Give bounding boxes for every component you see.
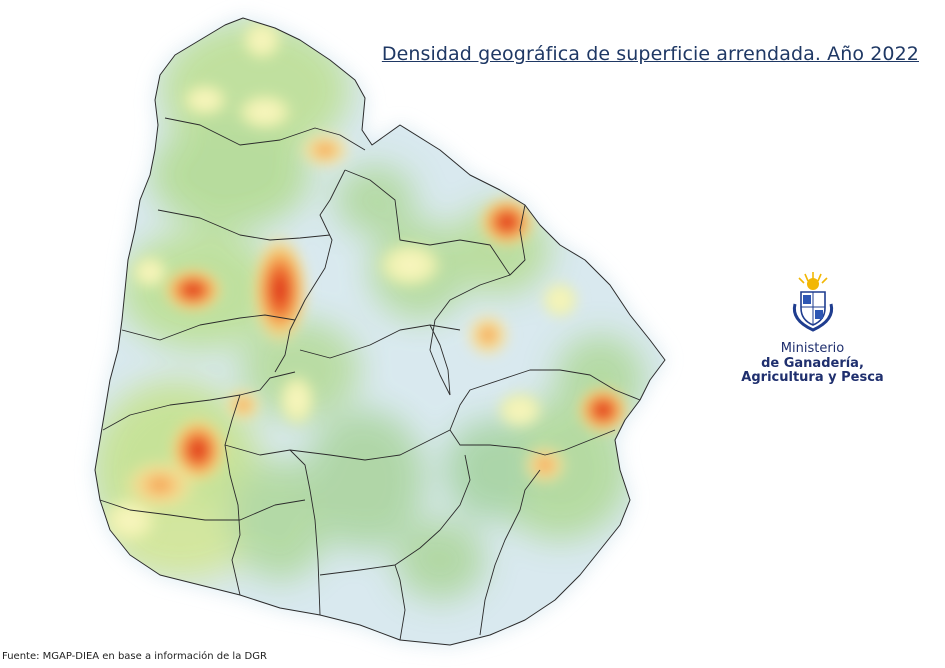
sun-shield-emblem-icon: [792, 272, 833, 332]
logo-line-ministerio: Ministerio: [780, 341, 845, 356]
map-title: Densidad geográfica de superficie arrend…: [381, 43, 919, 65]
logo-line-ganaderia: de Ganadería,: [761, 355, 864, 371]
source-note: Fuente: MGAP-DIEA en base a información …: [2, 651, 267, 662]
ministry-logo: Ministerio de Ganadería, Agricultura y P…: [740, 270, 885, 386]
logo-line-agricultura: Agricultura y Pesca: [741, 370, 884, 386]
